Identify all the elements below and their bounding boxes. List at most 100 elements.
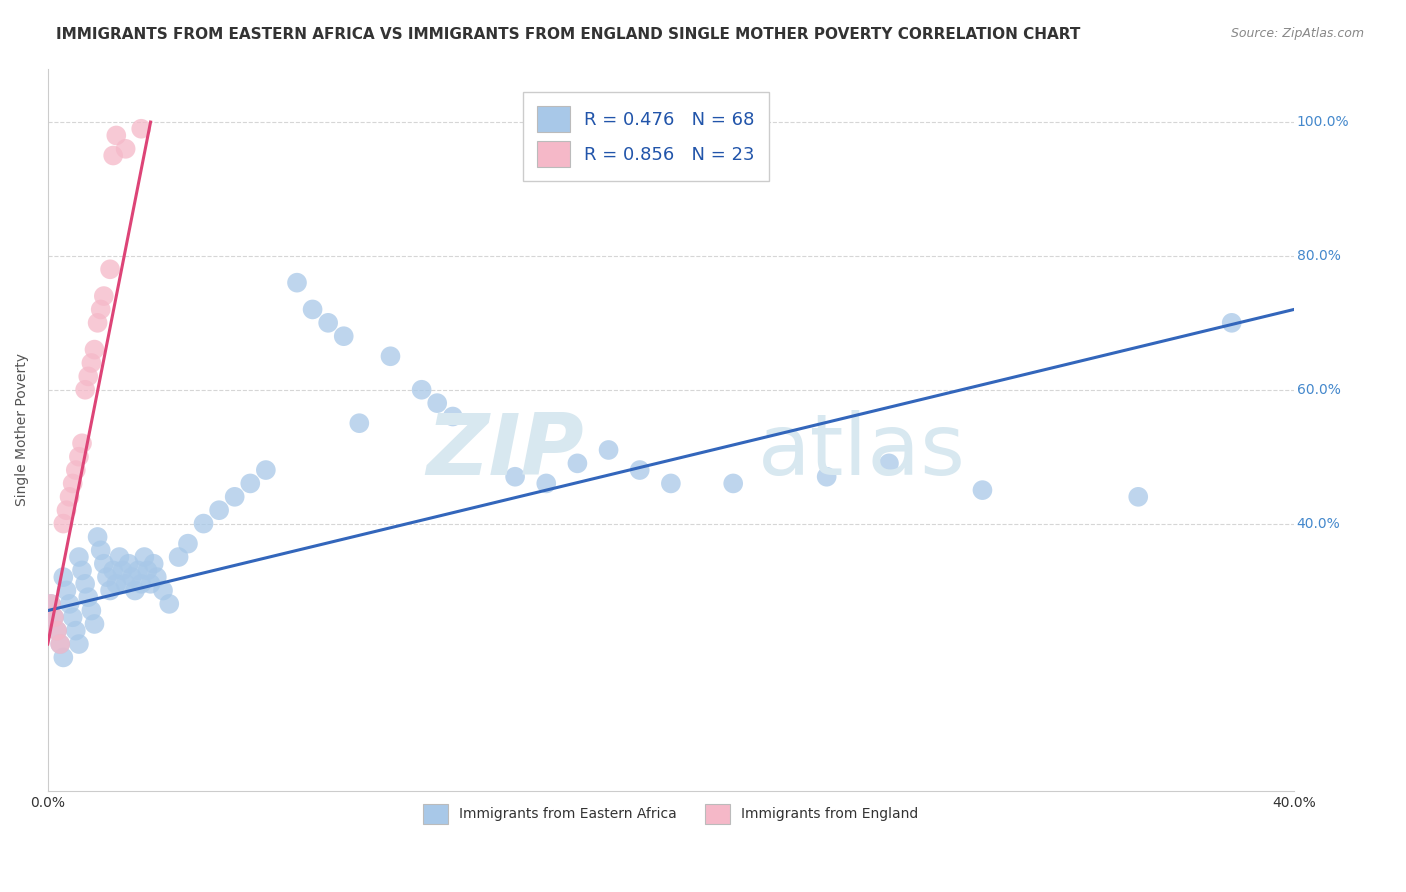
Point bbox=[52, 516, 75, 531]
Point bbox=[567, 456, 589, 470]
Point bbox=[101, 563, 124, 577]
Point bbox=[62, 476, 84, 491]
Point bbox=[598, 442, 620, 457]
Point bbox=[39, 597, 62, 611]
Point bbox=[118, 557, 141, 571]
Point bbox=[127, 563, 149, 577]
Point bbox=[42, 610, 65, 624]
Point bbox=[80, 356, 103, 370]
Text: ZIP: ZIP bbox=[426, 410, 583, 493]
Point bbox=[628, 463, 651, 477]
Point bbox=[46, 624, 69, 638]
Point bbox=[77, 369, 100, 384]
Point bbox=[877, 456, 900, 470]
Point bbox=[111, 563, 134, 577]
Point bbox=[86, 530, 108, 544]
Point bbox=[1220, 316, 1243, 330]
Text: 40.0%: 40.0% bbox=[1296, 516, 1340, 531]
Point bbox=[316, 316, 339, 330]
Point bbox=[254, 463, 277, 477]
Point bbox=[815, 469, 838, 483]
Point bbox=[98, 262, 121, 277]
Point bbox=[108, 549, 131, 564]
Point bbox=[98, 583, 121, 598]
Point bbox=[52, 570, 75, 584]
Point bbox=[411, 383, 433, 397]
Point bbox=[93, 289, 115, 303]
Point bbox=[224, 490, 246, 504]
Point bbox=[134, 549, 156, 564]
Point bbox=[67, 549, 90, 564]
Point bbox=[70, 436, 93, 450]
Point bbox=[972, 483, 994, 497]
Point bbox=[62, 610, 84, 624]
Point bbox=[380, 349, 402, 363]
Y-axis label: Single Mother Poverty: Single Mother Poverty bbox=[15, 353, 30, 507]
Point bbox=[659, 476, 682, 491]
Point bbox=[536, 476, 558, 491]
Point bbox=[77, 591, 100, 605]
Point bbox=[86, 316, 108, 330]
Point bbox=[75, 383, 97, 397]
Point bbox=[124, 583, 146, 598]
Point bbox=[426, 396, 449, 410]
Point bbox=[67, 450, 90, 464]
Point bbox=[83, 617, 105, 632]
Legend: Immigrants from Eastern Africa, Immigrants from England: Immigrants from Eastern Africa, Immigran… bbox=[412, 793, 929, 835]
Point bbox=[65, 624, 87, 638]
Point bbox=[105, 128, 128, 143]
Point bbox=[146, 570, 169, 584]
Point bbox=[142, 557, 165, 571]
Point bbox=[193, 516, 215, 531]
Point bbox=[152, 583, 174, 598]
Point bbox=[65, 463, 87, 477]
Point bbox=[96, 570, 118, 584]
Point bbox=[301, 302, 323, 317]
Point bbox=[129, 121, 152, 136]
Text: 100.0%: 100.0% bbox=[1296, 115, 1350, 129]
Text: atlas: atlas bbox=[758, 410, 966, 493]
Text: IMMIGRANTS FROM EASTERN AFRICA VS IMMIGRANTS FROM ENGLAND SINGLE MOTHER POVERTY : IMMIGRANTS FROM EASTERN AFRICA VS IMMIGR… bbox=[56, 27, 1081, 42]
Point bbox=[75, 576, 97, 591]
Point bbox=[58, 490, 80, 504]
Point bbox=[121, 570, 143, 584]
Point bbox=[105, 576, 128, 591]
Point bbox=[177, 536, 200, 550]
Point bbox=[139, 576, 162, 591]
Point bbox=[52, 650, 75, 665]
Point bbox=[157, 597, 180, 611]
Point bbox=[129, 576, 152, 591]
Text: 60.0%: 60.0% bbox=[1296, 383, 1340, 397]
Point bbox=[503, 469, 526, 483]
Point bbox=[55, 583, 77, 598]
Point bbox=[42, 610, 65, 624]
Point bbox=[39, 597, 62, 611]
Point bbox=[70, 563, 93, 577]
Point bbox=[83, 343, 105, 357]
Point bbox=[349, 416, 371, 430]
Text: 80.0%: 80.0% bbox=[1296, 249, 1340, 263]
Point bbox=[208, 503, 231, 517]
Text: Source: ZipAtlas.com: Source: ZipAtlas.com bbox=[1230, 27, 1364, 40]
Point bbox=[93, 557, 115, 571]
Point bbox=[101, 148, 124, 162]
Point bbox=[114, 576, 136, 591]
Point bbox=[114, 142, 136, 156]
Point bbox=[167, 549, 190, 564]
Point bbox=[46, 624, 69, 638]
Point bbox=[1128, 490, 1150, 504]
Point bbox=[80, 604, 103, 618]
Point bbox=[90, 302, 112, 317]
Point bbox=[49, 637, 72, 651]
Point bbox=[239, 476, 262, 491]
Point bbox=[332, 329, 354, 343]
Point bbox=[721, 476, 744, 491]
Point bbox=[49, 637, 72, 651]
Point bbox=[58, 597, 80, 611]
Point bbox=[90, 543, 112, 558]
Point bbox=[55, 503, 77, 517]
Point bbox=[67, 637, 90, 651]
Point bbox=[441, 409, 464, 424]
Point bbox=[136, 563, 159, 577]
Point bbox=[285, 276, 308, 290]
